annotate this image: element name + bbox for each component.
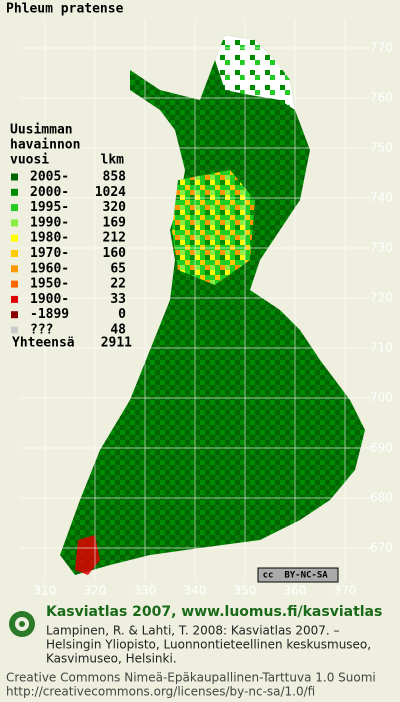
y-label: 770 (370, 41, 393, 55)
legend-count: 48 (110, 323, 126, 338)
citation-line: Helsingin Yliopisto, Luonnontieteellinen… (46, 638, 371, 652)
x-label: 350 (234, 584, 257, 598)
legend-label: 2005- (30, 170, 69, 185)
legend-count: 0 (118, 307, 126, 322)
legend-label: 1950- (30, 277, 69, 292)
legend-label: 1960- (30, 261, 69, 276)
badge-license: BY-NC-SA (284, 571, 328, 581)
y-label: 700 (370, 391, 393, 405)
legend-swatch (11, 204, 18, 212)
legend-swatch (11, 173, 18, 181)
legend-count: 169 (103, 215, 126, 230)
total-count: 2911 (101, 336, 132, 351)
legend-swatch (11, 234, 18, 242)
citation-line: Lampinen, R. & Lahti, T. 2008: Kasviatla… (46, 624, 340, 638)
y-label: 690 (370, 441, 393, 455)
grid (20, 20, 372, 580)
legend-label: 1995- (30, 200, 69, 215)
legend-swatch (11, 188, 18, 196)
lapland (215, 35, 295, 110)
x-label: 320 (84, 584, 107, 598)
legend-count: 33 (110, 292, 126, 307)
finland (60, 35, 365, 575)
legend-count: 1024 (95, 185, 126, 200)
x-label: 370 (334, 584, 357, 598)
map-title: Phleum pratense (6, 2, 124, 17)
legend-swatch (11, 311, 18, 319)
x-label: 340 (184, 584, 207, 598)
y-label: 720 (370, 291, 393, 305)
legend-header: havainnon (10, 138, 80, 153)
legend-swatch (11, 250, 18, 257)
y-label: 750 (370, 141, 393, 155)
y-label: 670 (370, 541, 393, 555)
south-west-patch (75, 535, 100, 575)
total-label: Yhteensä (12, 336, 75, 351)
legend-label: 1970- (30, 246, 69, 261)
legend-label: 1980- (30, 231, 69, 246)
legend-swatch (11, 280, 18, 288)
y-label: 680 (370, 491, 393, 505)
x-label: 310 (34, 584, 57, 598)
footer-heading: Kasviatlas 2007, www.luomus.fi/kasviatla… (46, 604, 382, 620)
legend-count: 22 (110, 277, 126, 292)
legend-swatch (11, 295, 18, 303)
y-label: 710 (370, 341, 393, 355)
badge-cc: cc (263, 571, 274, 581)
y-label: 730 (370, 241, 393, 255)
y-label: 740 (370, 191, 393, 205)
citation-line: Kasvimuseo, Helsinki. (46, 652, 177, 666)
logo (9, 611, 35, 637)
legend-count: 160 (103, 246, 127, 261)
west-coast-patch (172, 170, 255, 285)
legend-label: 1900- (30, 292, 69, 307)
legend-swatch (11, 219, 18, 227)
legend-header: lkm (101, 153, 125, 168)
legend-label: ??? (30, 323, 53, 338)
license-line: Creative Commons Nimeä-Epäkaupallinen-Ta… (6, 671, 376, 685)
x-label: 330 (134, 584, 157, 598)
cc-badge: cc BY-NC-SA (257, 567, 339, 583)
legend-label: -1899 (30, 307, 69, 322)
legend-swatch (11, 326, 18, 334)
legend-count: 212 (103, 231, 126, 246)
legend-header: Uusimman (10, 123, 73, 138)
legend-header: vuosi (10, 153, 49, 168)
legend-label: 1990- (30, 215, 69, 230)
license-line: http://creativecommons.org/licenses/by-n… (6, 685, 315, 699)
y-label: 760 (370, 91, 393, 105)
legend-count: 320 (103, 200, 127, 215)
badge-box (257, 567, 339, 583)
legend-swatch (11, 265, 18, 273)
legend-count: 858 (103, 170, 127, 185)
legend-count: 65 (110, 261, 126, 276)
legend-label: 2000- (30, 185, 69, 200)
x-label: 360 (284, 584, 307, 598)
